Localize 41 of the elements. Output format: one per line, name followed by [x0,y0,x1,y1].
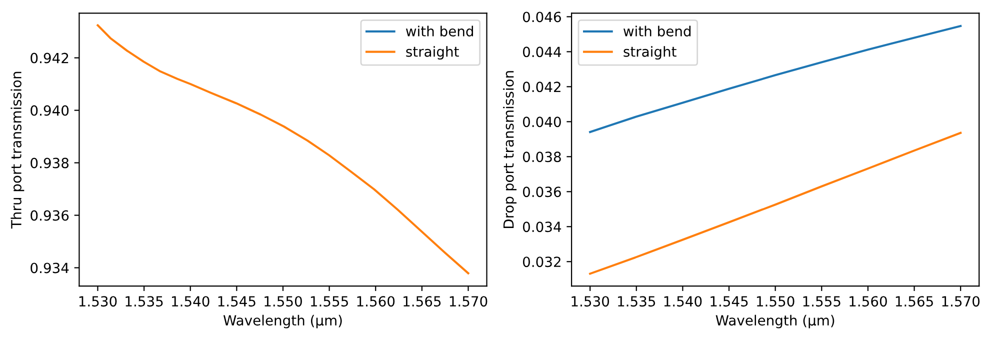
y-tick-label: 0.034 [522,222,562,232]
y-tick-label: 0.032 [522,256,560,268]
x-tick-label: 1.535 [618,296,656,307]
y-axis-title: Drop port transmission [503,71,517,228]
y-tick-label: 0.040 [522,116,561,128]
y-tick-label: 0.042 [522,82,560,92]
x-tick-label: 1.530 [572,296,610,307]
y-tick-label: 0.942 [30,52,68,64]
x-tick-label: 1.545 [710,296,748,307]
x-tick-label: 1.540 [172,296,210,307]
x-tick-label: 1.565 [896,296,933,307]
x-axis-title: Wavelength (µm) [716,314,834,328]
y-tick-label: 0.036 [522,186,561,198]
legend-label: straight [406,46,459,60]
x-tick-label: 1.545 [218,296,256,307]
y-tick-label: 0.046 [522,12,561,22]
legend-label: straight [624,46,676,60]
x-tick-label: 1.565 [404,296,441,307]
x-tick-label: 1.555 [803,296,840,307]
legend-label: with bend [406,26,474,36]
x-axis-title: Wavelength (µm) [223,314,342,328]
line-series [589,24,962,134]
x-tick-label: 1.570 [942,296,980,307]
x-tick-label: 1.550 [264,296,302,307]
y-axis-title: Thru port transmission [10,72,24,229]
legend-label: with bend [624,26,691,36]
x-tick-label: 1.560 [850,296,887,307]
x-tick-label: 1.550 [756,296,794,307]
y-tick-label: 0.938 [30,158,69,168]
y-tick-label: 0.038 [522,152,561,162]
x-tick-label: 1.560 [357,296,395,307]
y-tick-label: 0.044 [522,46,562,58]
y-tick-label: 0.936 [30,210,69,221]
y-tick-label: 0.934 [30,262,69,274]
x-tick-label: 1.535 [126,296,163,307]
x-tick-label: 1.570 [450,296,488,307]
x-tick-label: 1.530 [79,296,117,307]
x-tick-label: 1.555 [310,296,348,307]
y-tick-label: 0.940 [30,105,69,116]
x-tick-label: 1.540 [664,296,702,307]
line-series [589,132,962,275]
